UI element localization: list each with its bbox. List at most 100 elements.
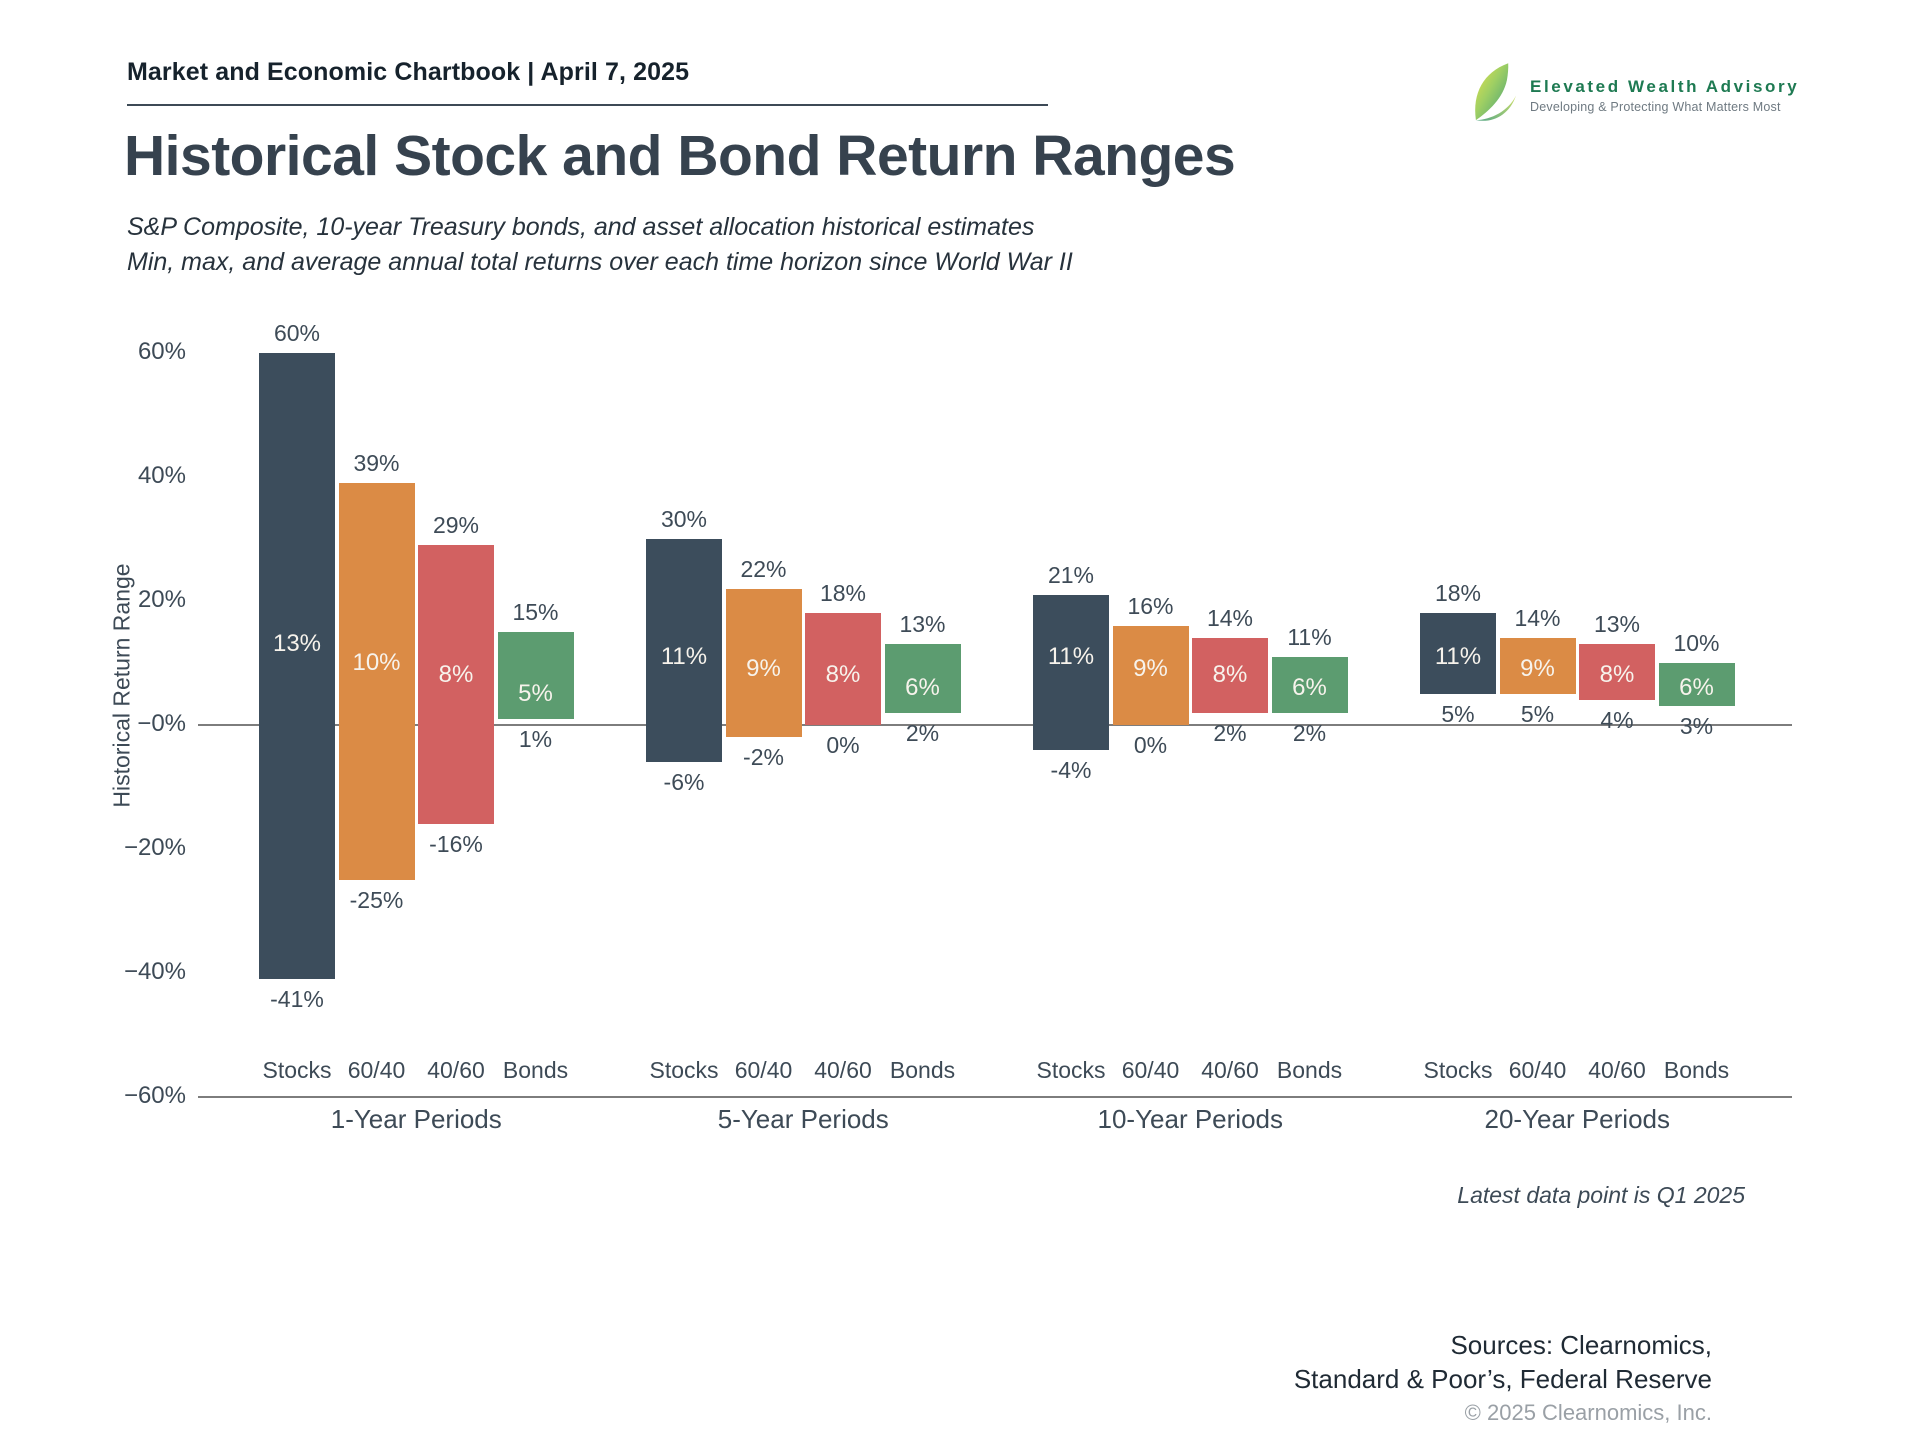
avg-return-label: 8% — [438, 661, 474, 689]
min-return-label: 0% — [826, 732, 860, 758]
max-return-label: 16% — [1127, 592, 1174, 619]
max-return-label: 11% — [1287, 623, 1332, 650]
min-return-label: 2% — [1213, 719, 1247, 746]
max-return-label: 30% — [660, 506, 708, 532]
range-bar-40-60 — [418, 545, 494, 825]
category-label-stocks: Stocks — [1036, 1057, 1106, 1083]
category-label-stocks: Stocks — [262, 1057, 332, 1083]
range-bar-40-60 — [1579, 644, 1655, 701]
avg-return-label: 5% — [518, 680, 553, 707]
min-return-label: 1% — [518, 725, 553, 752]
range-bar-stocks — [1033, 594, 1109, 750]
subtitle-line-2: Min, max, and average annual total retur… — [127, 248, 1073, 276]
range-bar-bonds — [497, 632, 574, 719]
avg-return-label: 8% — [825, 661, 861, 689]
range-bar-60-40 — [338, 483, 415, 880]
category-label-stocks: Stocks — [1423, 1057, 1493, 1083]
min-return-label: 3% — [1679, 713, 1714, 740]
range-bar-60-40 — [1112, 625, 1189, 725]
max-return-label: 22% — [740, 555, 787, 582]
period-label: 1-Year Periods — [330, 1104, 502, 1134]
latest-data-note: Latest data point is Q1 2025 — [1457, 1182, 1745, 1208]
x-axis-line — [198, 1096, 1792, 1098]
category-label-bonds: Bonds — [1663, 1057, 1730, 1083]
max-return-label: 60% — [273, 320, 321, 346]
y-axis-tick-label: 60% — [137, 338, 186, 365]
min-return-label: -41% — [270, 986, 324, 1013]
period-label: 20-Year Periods — [1484, 1104, 1671, 1134]
max-return-label: 15% — [512, 599, 559, 625]
category-label-bonds: Bonds — [1276, 1057, 1343, 1083]
range-bar-60-40 — [1499, 638, 1576, 694]
range-bar-stocks — [259, 353, 335, 980]
avg-return-label: 9% — [1520, 655, 1555, 683]
category-label-40-60: 40/60 — [814, 1057, 872, 1083]
page-title: Historical Stock and Bond Return Ranges — [124, 124, 1236, 188]
sources-line-1: Sources: Clearnomics, — [1450, 1330, 1712, 1360]
range-bar-60-40 — [725, 588, 802, 738]
logo-company-name: Elevated Wealth Advisory — [1530, 77, 1800, 96]
subtitle-line-1: S&P Composite, 10-year Treasury bonds, a… — [127, 213, 1035, 241]
range-bar-stocks — [646, 539, 722, 763]
y-axis-tick-label: −40% — [123, 958, 186, 985]
min-return-label: -25% — [349, 887, 404, 913]
company-logo: Elevated Wealth Advisory Developing & Pr… — [1468, 62, 1799, 129]
range-bar-bonds — [1658, 663, 1735, 707]
y-axis-tick-label: −60% — [123, 1082, 186, 1109]
min-return-label: -16% — [429, 831, 483, 858]
category-label-stocks: Stocks — [649, 1057, 719, 1083]
range-bar-40-60 — [805, 613, 881, 725]
category-label-bonds: Bonds — [502, 1057, 569, 1083]
max-return-label: 18% — [819, 580, 867, 607]
avg-return-label: 13% — [272, 630, 322, 658]
zero-line — [198, 724, 1792, 726]
avg-return-label: 9% — [1133, 655, 1168, 683]
min-return-label: 0% — [1133, 732, 1168, 758]
avg-return-label: 11% — [1047, 642, 1095, 670]
avg-return-label: 11% — [660, 642, 708, 670]
min-return-label: 2% — [1292, 719, 1327, 746]
period-label: 10-Year Periods — [1097, 1104, 1284, 1134]
avg-return-label: 11% — [1434, 642, 1482, 670]
max-return-label: 14% — [1514, 605, 1561, 632]
max-return-label: 29% — [432, 512, 480, 539]
logo-text: Elevated Wealth Advisory Developing & Pr… — [1530, 77, 1799, 114]
max-return-label: 13% — [899, 611, 946, 638]
avg-return-label: 6% — [1292, 673, 1327, 701]
y-axis-tick-label: −0% — [137, 710, 186, 737]
sources-note: Sources: Clearnomics, Standard & Poor’s,… — [1112, 1328, 1712, 1396]
category-label-60-40: 60/40 — [1508, 1057, 1567, 1083]
chart-subtitle: S&P Composite, 10-year Treasury bonds, a… — [127, 210, 1073, 280]
logo-tagline: Developing & Protecting What Matters Mos… — [1530, 100, 1781, 114]
range-bar-40-60 — [1192, 638, 1268, 713]
sources-line-2: Standard & Poor’s, Federal Reserve — [1293, 1364, 1712, 1394]
category-label-60-40: 60/40 — [734, 1057, 793, 1083]
category-label-bonds: Bonds — [889, 1057, 956, 1083]
max-return-label: 39% — [353, 450, 400, 477]
avg-return-label: 9% — [746, 655, 781, 683]
category-label-40-60: 40/60 — [1588, 1057, 1646, 1083]
max-return-label: 13% — [1593, 611, 1641, 638]
y-axis-tick-label: 20% — [137, 586, 186, 613]
avg-return-label: 10% — [352, 649, 401, 676]
min-return-label: -2% — [743, 744, 784, 771]
chartbook-header: Market and Economic Chartbook | April 7,… — [127, 58, 690, 86]
period-label: 5-Year Periods — [717, 1104, 889, 1134]
category-label-60-40: 60/40 — [347, 1057, 406, 1083]
avg-return-label: 8% — [1599, 661, 1635, 689]
max-return-label: 21% — [1047, 561, 1095, 588]
copyright-note: © 2025 Clearnomics, Inc. — [1464, 1400, 1712, 1425]
logo-leaf-icon — [1468, 62, 1520, 129]
avg-return-label: 8% — [1212, 661, 1248, 689]
header-divider — [127, 104, 1048, 106]
avg-return-label: 6% — [1679, 673, 1714, 701]
min-return-label: 5% — [1441, 701, 1475, 727]
category-label-60-40: 60/40 — [1121, 1057, 1180, 1083]
category-label-40-60: 40/60 — [1201, 1057, 1259, 1083]
y-axis-tick-label: −20% — [123, 834, 186, 861]
category-label-40-60: 40/60 — [427, 1057, 485, 1083]
range-bar-stocks — [1420, 613, 1496, 694]
min-return-label: -4% — [1050, 756, 1092, 783]
